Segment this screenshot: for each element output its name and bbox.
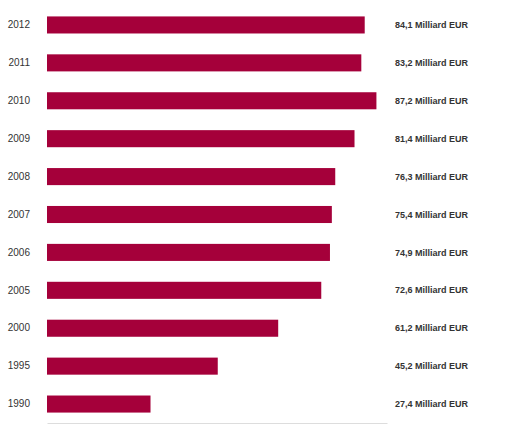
data-labels: 84,1 Milliard EUR 83,2 Milliard EUR 87,2 M… bbox=[395, 20, 469, 409]
bar bbox=[47, 396, 151, 413]
tick-label: 2000 bbox=[8, 322, 31, 333]
chart: 2012 2011 2010 2009 2008 2007 2006 2005 2000 1995… bbox=[0, 0, 506, 426]
bar bbox=[47, 358, 218, 375]
data-label: 81,4 Milliard EUR bbox=[395, 134, 469, 144]
bars bbox=[47, 16, 376, 412]
data-label: 87,2 Milliard EUR bbox=[395, 96, 469, 106]
tick-label: 1990 bbox=[8, 398, 31, 409]
bar bbox=[47, 54, 361, 71]
tick: 2011 bbox=[8, 57, 47, 68]
bar bbox=[47, 16, 365, 33]
tick: 2008 bbox=[8, 171, 47, 182]
tick-label: 2006 bbox=[8, 247, 31, 258]
tick: 2012 bbox=[8, 19, 47, 30]
data-label: 27,4 Milliard EUR bbox=[395, 399, 469, 409]
tick-label: 2011 bbox=[8, 57, 30, 68]
category-axis: 2012 2011 2010 2009 2008 2007 2006 2005 2000 1995… bbox=[8, 7, 48, 424]
tick-label: 1995 bbox=[8, 360, 31, 371]
bar bbox=[47, 168, 335, 185]
tick: 2010 bbox=[8, 95, 47, 106]
bar bbox=[47, 282, 321, 299]
tick: 2005 bbox=[8, 285, 47, 296]
value-axis-line bbox=[48, 423, 388, 424]
tick-label: 2005 bbox=[8, 285, 31, 296]
data-label: 83,2 Milliard EUR bbox=[395, 58, 469, 68]
data-label: 74,9 Milliard EUR bbox=[395, 248, 469, 258]
data-label: 61,2 Milliard EUR bbox=[395, 323, 469, 333]
tick: 2000 bbox=[8, 322, 47, 333]
bar bbox=[47, 130, 355, 147]
tick: 2006 bbox=[8, 247, 47, 258]
tick-label: 2008 bbox=[8, 171, 31, 182]
data-label: 76,3 Milliard EUR bbox=[395, 172, 469, 182]
tick-label: 2012 bbox=[8, 19, 31, 30]
bar bbox=[47, 92, 376, 109]
tick: 1995 bbox=[8, 360, 47, 371]
bar bbox=[47, 320, 278, 337]
bar bbox=[47, 244, 330, 261]
tick: 2009 bbox=[8, 133, 47, 144]
tick: 1990 bbox=[8, 398, 47, 409]
data-label: 75,4 Milliard EUR bbox=[395, 210, 469, 220]
tick-label: 2010 bbox=[8, 95, 31, 106]
tick-label: 2009 bbox=[8, 133, 31, 144]
tick-label: 2007 bbox=[8, 209, 31, 220]
data-label: 45,2 Milliard EUR bbox=[395, 361, 469, 371]
data-label: 84,1 Milliard EUR bbox=[395, 20, 469, 30]
data-label: 72,6 Milliard EUR bbox=[395, 285, 469, 295]
tick: 2007 bbox=[8, 209, 47, 220]
value-axis bbox=[48, 423, 388, 424]
bar bbox=[47, 206, 332, 223]
